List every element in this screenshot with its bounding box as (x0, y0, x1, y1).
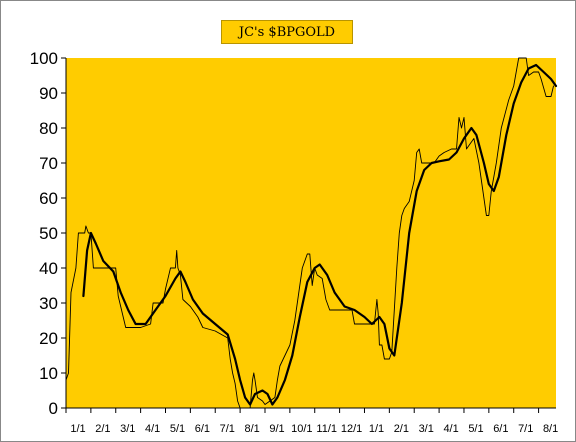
x-tick-label: 3/1 (120, 423, 135, 435)
chart-title: JC's $BPGOLD (221, 20, 353, 44)
y-tick-label: 70 (39, 154, 58, 173)
x-axis: 1/1 2/1 3/1 4/1 5/1 6/1 7/1 8/1 9/1 10/1 11/1 12/1 1… (65, 408, 558, 435)
x-tick-label: 11/1 (316, 423, 337, 435)
x-tick-label: 9/1 (269, 423, 284, 435)
x-tick-label: 8/1 (543, 423, 558, 435)
x-tick-label: 2/1 (394, 423, 409, 435)
x-tick-label: 4/1 (145, 423, 160, 435)
smoothed-series-line (82, 63, 558, 406)
x-tick-label: 3/1 (419, 423, 434, 435)
y-tick-label: 100 (30, 49, 58, 68)
x-tick-label: 8/1 (244, 423, 259, 435)
x-tick-label: 10/1 (291, 423, 312, 435)
x-tick-label: 4/1 (443, 423, 458, 435)
y-tick-label: 80 (39, 119, 58, 138)
x-tick-label: 5/1 (468, 423, 483, 435)
series-layer (65, 57, 558, 409)
raw-series-line (65, 57, 554, 409)
x-tick-label: 2/1 (95, 423, 110, 435)
y-axis: 0 10 20 30 40 50 60 70 80 90 100 (30, 49, 66, 418)
y-tick-label: 20 (39, 329, 58, 348)
x-tick-label: 6/1 (493, 423, 508, 435)
x-tick-label: 1/1 (70, 423, 85, 435)
x-tick-label: 12/1 (341, 423, 362, 435)
y-tick-label: 10 (39, 364, 58, 383)
x-tick-label: 6/1 (195, 423, 210, 435)
x-tick-label: 1/1 (369, 423, 384, 435)
y-tick-label: 90 (39, 84, 58, 103)
plot-area (66, 58, 556, 408)
y-tick-label: 30 (39, 294, 58, 313)
y-tick-label: 0 (49, 399, 58, 418)
y-tick-label: 50 (39, 224, 58, 243)
x-tick-label: 7/1 (220, 423, 235, 435)
y-tick-label: 60 (39, 189, 58, 208)
y-tick-label: 40 (39, 259, 58, 278)
x-tick-label: 5/1 (170, 423, 185, 435)
x-tick-label: 7/1 (518, 423, 533, 435)
